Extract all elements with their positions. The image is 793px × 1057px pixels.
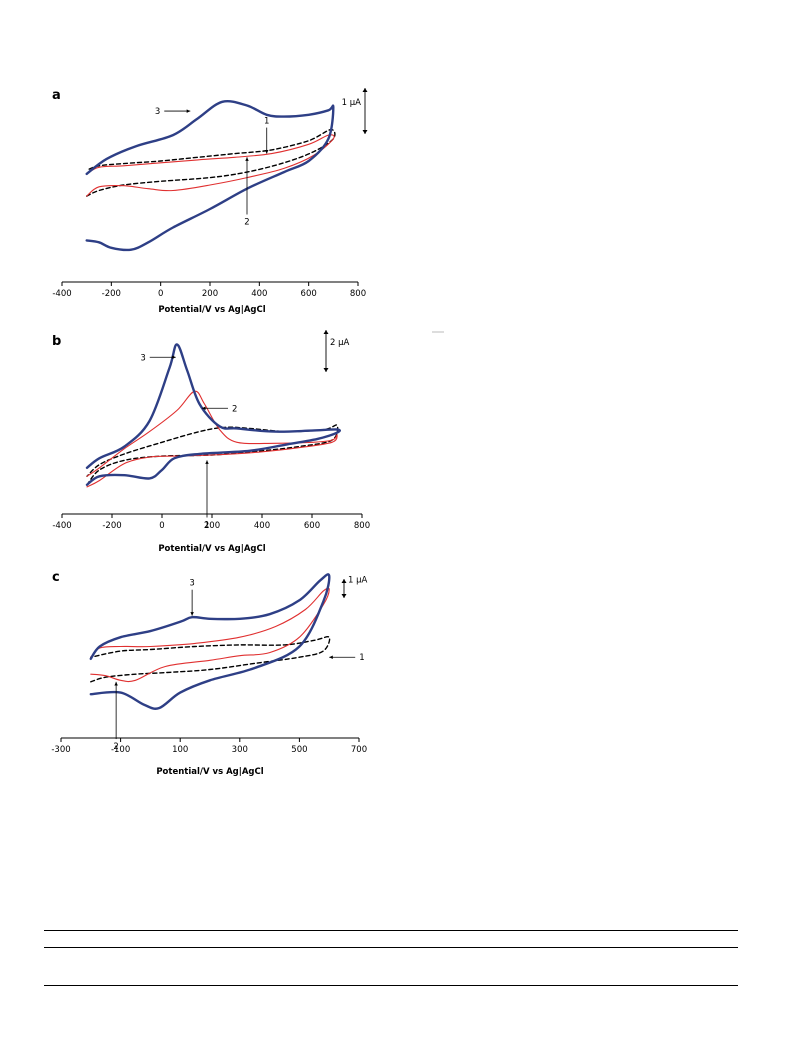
x-tick-label: 700 — [351, 745, 367, 755]
x-tick-label: 800 — [354, 521, 370, 531]
annotation-label-1: 1 — [204, 521, 209, 531]
series-3-curve — [89, 573, 331, 710]
x-tick-label: -100 — [111, 745, 130, 755]
x-tick-label: 400 — [251, 289, 267, 299]
table-rule-top — [44, 930, 738, 931]
x-tick-label: 500 — [291, 745, 307, 755]
annotation-arrowhead-2 — [114, 681, 118, 686]
x-tick-label: 0 — [158, 289, 163, 299]
scale-bar-arrowhead-top — [323, 330, 329, 334]
annotation-label-1: 1 — [359, 653, 364, 663]
panel-b-letter: b — [52, 334, 61, 349]
scale-bar-label: 1 µA — [348, 576, 368, 586]
series-1-curve — [90, 636, 331, 683]
scale-bar-arrowhead-bottom — [341, 594, 347, 598]
panel-b-plot: -400 -200 0 200 400 600 800 1 2 3 2 µA — [52, 330, 370, 531]
table-rule-bottom — [44, 985, 738, 986]
x-tick-label: 100 — [172, 745, 188, 755]
scale-bar-arrowhead-bottom — [362, 130, 368, 134]
annotation-arrowhead-1 — [264, 149, 269, 154]
panel-b: b -400 -200 0 200 400 600 800 1 2 3 2 µA Potential… — [52, 330, 370, 554]
x-tick-label: 600 — [301, 289, 317, 299]
x-tick-label: 800 — [350, 289, 366, 299]
panel-b-x-axis-title: Potential/V vs Ag|AgCl — [158, 544, 265, 554]
scale-bar-label: 1 µA — [342, 98, 362, 108]
annotation-label-2: 2 — [113, 742, 118, 752]
x-tick-label: -200 — [102, 289, 121, 299]
annotation-arrowhead-3 — [172, 355, 176, 359]
annotation-label-3: 3 — [140, 353, 145, 363]
annotation-arrowhead-1 — [329, 655, 333, 659]
panel-c-letter: c — [52, 570, 60, 585]
panel-a-plot: -400 -200 0 200 400 600 800 1 2 3 1 µA — [52, 88, 368, 299]
series-3-curve — [85, 343, 342, 486]
annotation-arrowhead-1 — [205, 460, 209, 464]
scale-bar-label: 2 µA — [330, 338, 350, 348]
x-tick-label: 200 — [202, 289, 218, 299]
panel-a: a -400 -200 0 200 400 600 800 1 2 3 1 µA Potential… — [52, 88, 368, 315]
x-tick-label: 400 — [254, 521, 270, 531]
x-tick-label: -400 — [52, 289, 71, 299]
annotation-label-3: 3 — [189, 579, 194, 589]
series-2-curve — [90, 587, 330, 683]
x-tick-label: -300 — [51, 745, 70, 755]
x-tick-label: -200 — [102, 521, 121, 531]
x-tick-label: 200 — [204, 521, 220, 531]
annotation-label-1: 1 — [264, 117, 269, 127]
table-rule-middle — [44, 947, 738, 948]
annotation-arrowhead-2 — [245, 157, 249, 161]
annotation-arrowhead-3 — [190, 612, 194, 616]
series-2-curve — [86, 390, 338, 488]
series-2-curve — [86, 134, 335, 197]
x-tick-label: 600 — [304, 521, 320, 531]
scale-bar-arrowhead-top — [362, 88, 368, 92]
annotation-arrowhead-2 — [202, 406, 206, 410]
x-tick-label: -400 — [52, 521, 71, 531]
annotation-label-2: 2 — [244, 217, 249, 227]
series-1-curve — [86, 128, 336, 197]
panel-c-x-axis-title: Potential/V vs Ag|AgCl — [156, 767, 263, 777]
panel-c-plot: -300 -100 100 300 500 700 1 2 3 1 µA — [51, 573, 368, 755]
annotation-label-3: 3 — [155, 107, 160, 117]
annotation-arrowhead-3 — [186, 109, 191, 113]
series-3-curve — [85, 99, 335, 252]
panel-a-x-axis-title: Potential/V vs Ag|AgCl — [158, 305, 265, 315]
annotation-label-2: 2 — [232, 404, 237, 414]
scale-bar-arrowhead-top — [341, 579, 347, 583]
x-tick-label: 300 — [232, 745, 248, 755]
scale-bar-arrowhead-bottom — [323, 368, 329, 372]
panel-c: c -300 -100 100 300 500 700 1 2 3 1 µA Potential/… — [51, 570, 367, 777]
x-tick-label: 0 — [159, 521, 164, 531]
panel-a-letter: a — [52, 88, 61, 103]
